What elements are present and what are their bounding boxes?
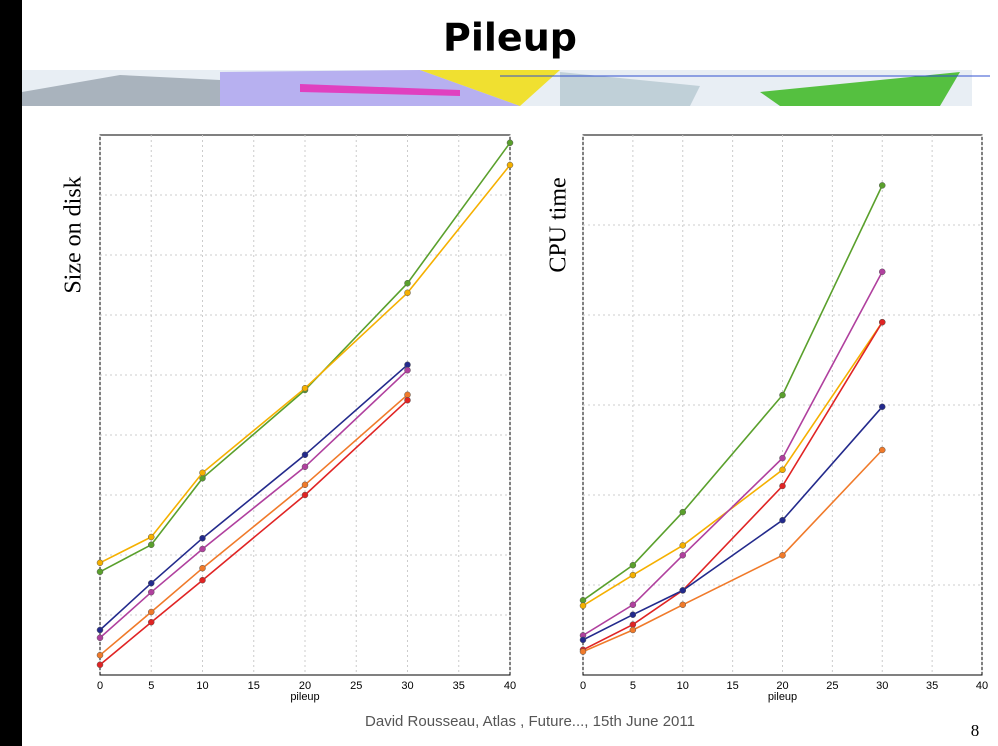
data-point bbox=[879, 268, 886, 276]
x-tick-label: 5 bbox=[630, 680, 636, 692]
data-point bbox=[506, 161, 514, 169]
data-point bbox=[96, 651, 104, 659]
data-point bbox=[404, 396, 411, 404]
data-point bbox=[404, 289, 411, 297]
banner-shape bbox=[760, 72, 960, 106]
data-point bbox=[199, 564, 206, 572]
data-point bbox=[199, 534, 206, 542]
data-point bbox=[679, 542, 686, 549]
data-point bbox=[579, 602, 587, 609]
x-tick-label: 30 bbox=[401, 680, 413, 692]
banner-shape bbox=[420, 70, 560, 106]
data-point bbox=[96, 559, 104, 567]
data-point bbox=[148, 541, 155, 549]
data-point bbox=[679, 552, 686, 559]
data-point bbox=[148, 579, 155, 587]
data-point bbox=[579, 597, 587, 604]
data-point bbox=[404, 366, 411, 374]
data-point bbox=[199, 469, 206, 477]
left-border bbox=[0, 0, 22, 746]
y-axis-label: CPU time bbox=[546, 177, 572, 272]
data-point bbox=[629, 626, 637, 634]
x-tick-label: 20 bbox=[299, 680, 311, 692]
data-point bbox=[96, 568, 104, 576]
footer: David Rousseau, Atlas , Future..., 15th … bbox=[365, 713, 695, 730]
x-tick-label: 10 bbox=[677, 680, 689, 692]
x-tick-label: 0 bbox=[97, 680, 103, 692]
data-point bbox=[779, 391, 786, 399]
data-point bbox=[779, 466, 786, 474]
data-point bbox=[301, 481, 309, 489]
data-point bbox=[879, 403, 886, 411]
slide-title: Pileup bbox=[443, 16, 577, 60]
x-tick-label: 15 bbox=[248, 680, 260, 692]
x-tick-label: 20 bbox=[776, 680, 788, 692]
x-tick-label: 25 bbox=[826, 680, 838, 692]
data-point bbox=[96, 661, 104, 669]
data-point bbox=[148, 608, 155, 616]
data-point bbox=[506, 139, 514, 147]
data-point bbox=[679, 587, 686, 594]
data-point bbox=[301, 384, 309, 392]
data-point bbox=[579, 648, 587, 655]
data-point bbox=[404, 279, 411, 287]
data-point bbox=[199, 545, 206, 553]
data-point bbox=[629, 601, 637, 609]
data-point bbox=[148, 533, 155, 541]
data-point bbox=[148, 588, 155, 596]
x-tick-label: 40 bbox=[976, 680, 988, 692]
banner bbox=[22, 70, 990, 106]
data-point bbox=[96, 634, 104, 642]
x-axis-label: pileup bbox=[768, 691, 797, 703]
x-tick-label: 35 bbox=[926, 680, 938, 692]
data-point bbox=[629, 561, 637, 569]
data-point bbox=[779, 516, 786, 524]
y-axis-label: Size on disk bbox=[61, 176, 87, 293]
data-point bbox=[879, 446, 886, 454]
data-point bbox=[301, 491, 309, 499]
data-point bbox=[779, 552, 786, 559]
x-tick-label: 10 bbox=[196, 680, 208, 692]
data-point bbox=[629, 611, 637, 618]
data-point bbox=[199, 576, 206, 584]
x-tick-label: 30 bbox=[876, 680, 888, 692]
banner-shape bbox=[22, 75, 220, 106]
data-point bbox=[629, 621, 637, 628]
series-line bbox=[99, 142, 511, 573]
data-point bbox=[301, 451, 309, 459]
page-number: 8 bbox=[971, 721, 980, 740]
x-tick-label: 15 bbox=[727, 680, 739, 692]
data-point bbox=[404, 391, 411, 399]
data-point bbox=[148, 618, 155, 626]
banner-shape bbox=[300, 84, 460, 96]
x-axis-label: pileup bbox=[290, 691, 319, 703]
data-point bbox=[879, 318, 886, 326]
banner-shape bbox=[560, 72, 700, 106]
data-point bbox=[679, 508, 686, 516]
data-point bbox=[629, 571, 637, 579]
x-tick-label: 40 bbox=[504, 680, 516, 692]
x-tick-label: 25 bbox=[350, 680, 362, 692]
data-point bbox=[579, 636, 587, 644]
data-point bbox=[779, 454, 786, 462]
data-point bbox=[679, 601, 686, 609]
data-point bbox=[96, 626, 104, 634]
x-tick-label: 5 bbox=[148, 680, 154, 692]
x-tick-label: 35 bbox=[453, 680, 465, 692]
data-point bbox=[779, 482, 786, 490]
data-point bbox=[301, 463, 309, 471]
series-line bbox=[99, 164, 511, 564]
data-point bbox=[879, 182, 886, 189]
data-point bbox=[404, 361, 411, 369]
x-tick-label: 0 bbox=[580, 680, 586, 692]
